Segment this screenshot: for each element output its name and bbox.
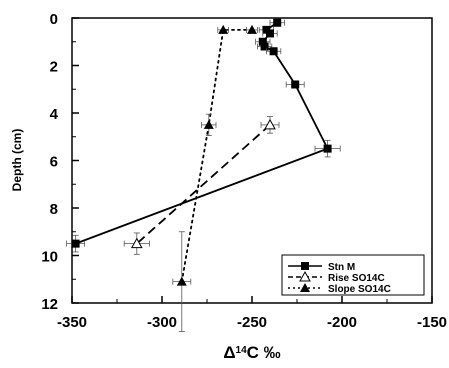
legend-label: Rise SO14C (328, 273, 385, 284)
series-line (75, 21, 329, 245)
legend-label: Slope SO14C (328, 284, 391, 295)
data-point-triangle (218, 24, 229, 34)
legend-item: Stn M (288, 262, 355, 273)
y-axis: 0 2 4 6 8 10 12 (41, 11, 79, 313)
data-point-triangle (203, 119, 214, 129)
series-1 (123, 116, 280, 255)
x-tick-label: -350 (57, 314, 87, 331)
series-layer (66, 18, 341, 332)
data-point-square (71, 239, 80, 248)
x-axis-title-prefix: Δ (223, 343, 235, 362)
data-point-open-triangle (130, 237, 143, 249)
x-tick-label: -300 (147, 314, 177, 331)
x-tick-label: -200 (327, 314, 357, 331)
series-2 (172, 24, 258, 332)
data-point-square (301, 262, 309, 270)
data-point-square (258, 37, 267, 46)
y-tick-label: 8 (50, 201, 58, 218)
data-point-square (266, 29, 274, 38)
x-tick-label: -150 (417, 314, 447, 331)
y-tick-label: 10 (41, 249, 58, 266)
data-point-triangle (300, 283, 310, 292)
x-axis-title-sup: 14 (236, 345, 248, 356)
legend-item: Slope SO14C (288, 283, 391, 295)
legend-item: Rise SO14C (288, 270, 385, 284)
data-point-square (260, 42, 269, 51)
legend-label: Stn M (328, 262, 355, 273)
y-tick-label: 4 (50, 106, 59, 123)
data-point-open-triangle (264, 118, 276, 130)
x-axis: -350 -300 -250 -200 -150 (57, 296, 447, 331)
x-tick-label: -250 (237, 314, 267, 331)
y-tick-label: 2 (50, 59, 58, 76)
series-line (180, 28, 253, 283)
y-tick-label: 6 (50, 154, 58, 171)
data-point-open-triangle (299, 270, 311, 282)
data-point-triangle (247, 24, 257, 34)
y-tick-label: 12 (41, 296, 58, 313)
y-tick-label: 0 (50, 11, 58, 28)
data-point-triangle (176, 276, 187, 286)
series-0 (66, 18, 341, 253)
data-point-square (323, 144, 332, 153)
data-point-square (273, 18, 282, 27)
x-axis-title: Δ14C ‰ (223, 343, 280, 362)
x-axis-title-suffix: C ‰ (247, 343, 281, 362)
series-line (136, 124, 271, 245)
y-axis-title: Depth (cm) (10, 129, 24, 192)
data-point-square (269, 47, 278, 56)
data-point-square (291, 80, 300, 89)
